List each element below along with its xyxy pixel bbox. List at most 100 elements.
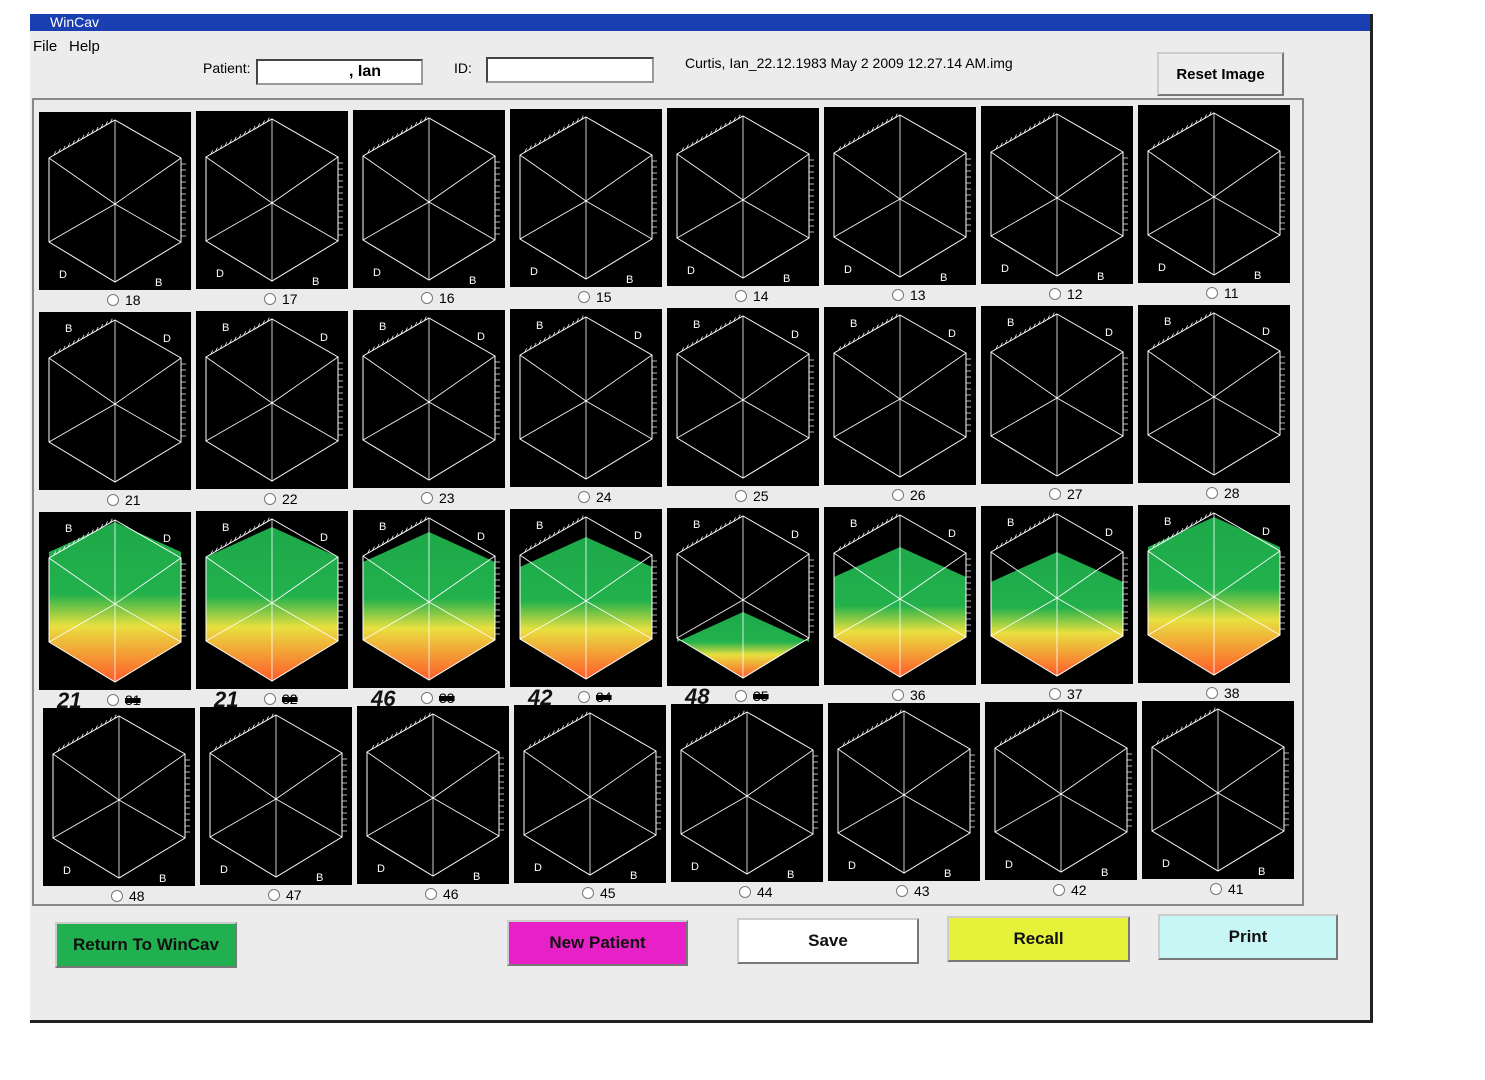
tick bbox=[1028, 326, 1032, 331]
action-button[interactable]: Recall bbox=[947, 916, 1130, 962]
cube-edge bbox=[1060, 747, 1128, 795]
cube-edge bbox=[114, 357, 182, 405]
tick bbox=[76, 736, 79, 741]
tick bbox=[533, 741, 536, 746]
tick bbox=[1028, 126, 1032, 131]
tooth-number: 12 bbox=[1049, 286, 1083, 302]
tick bbox=[542, 735, 546, 741]
tooth-radio[interactable] bbox=[1206, 487, 1218, 499]
tick bbox=[894, 513, 898, 518]
tooth-radio[interactable] bbox=[735, 290, 747, 302]
tooth-number-text: 25 bbox=[753, 488, 769, 504]
tooth-radio[interactable] bbox=[1049, 288, 1061, 300]
tooth-radio[interactable] bbox=[1049, 688, 1061, 700]
tick bbox=[409, 324, 413, 330]
tick bbox=[252, 325, 256, 331]
tick bbox=[423, 116, 427, 121]
tick bbox=[409, 124, 413, 130]
tooth-radio[interactable] bbox=[578, 291, 590, 303]
tooth-radio[interactable] bbox=[892, 489, 904, 501]
tooth-radio[interactable] bbox=[421, 692, 433, 704]
tooth-radio[interactable] bbox=[1206, 687, 1218, 699]
tooth-radio[interactable] bbox=[735, 690, 747, 702]
tick bbox=[575, 716, 579, 722]
tick bbox=[1051, 312, 1055, 317]
menu-help[interactable]: Help bbox=[69, 38, 100, 55]
corner-label: B bbox=[1007, 517, 1014, 529]
tick bbox=[109, 518, 113, 523]
tick bbox=[233, 735, 236, 740]
tick bbox=[404, 726, 408, 731]
tick bbox=[405, 527, 408, 532]
tooth-radio[interactable] bbox=[1206, 287, 1218, 299]
action-button[interactable]: Save bbox=[737, 918, 919, 964]
tooth-radio[interactable] bbox=[1049, 488, 1061, 500]
tooth-radio[interactable] bbox=[107, 694, 119, 706]
cube-edge bbox=[1213, 596, 1281, 636]
tick bbox=[876, 124, 879, 129]
tooth-radio[interactable] bbox=[264, 693, 276, 705]
corner-label: D bbox=[848, 860, 856, 872]
cube-edge bbox=[275, 752, 343, 800]
patient-input[interactable]: , Ian bbox=[256, 59, 423, 85]
tick bbox=[376, 543, 380, 549]
tooth-radio[interactable] bbox=[421, 292, 433, 304]
corner-label: B bbox=[626, 274, 633, 286]
tooth-radio[interactable] bbox=[421, 492, 433, 504]
tooth-number-text: 24 bbox=[596, 489, 612, 505]
tooth-radio[interactable] bbox=[425, 888, 437, 900]
corner-label: B bbox=[155, 277, 162, 289]
tick bbox=[400, 330, 404, 335]
tick bbox=[700, 136, 703, 141]
cube-edge bbox=[205, 356, 273, 404]
tick bbox=[248, 328, 251, 333]
tooth-radio[interactable] bbox=[735, 490, 747, 502]
corner-label: D bbox=[634, 530, 642, 542]
tick bbox=[852, 137, 856, 143]
tooth-radio[interactable] bbox=[107, 494, 119, 506]
tooth-radio[interactable] bbox=[578, 691, 590, 703]
corner-label: D bbox=[948, 528, 956, 540]
tick bbox=[999, 741, 1003, 746]
cube-edge bbox=[589, 796, 657, 836]
tick bbox=[1004, 539, 1008, 545]
tick bbox=[843, 543, 846, 548]
cube-view: DB bbox=[362, 116, 500, 287]
tooth-radio[interactable] bbox=[107, 294, 119, 306]
cube-edge bbox=[899, 398, 967, 438]
tooth-radio[interactable] bbox=[578, 491, 590, 503]
tooth-radio[interactable] bbox=[268, 889, 280, 901]
corner-label: B bbox=[783, 273, 790, 285]
tooth-radio[interactable] bbox=[264, 293, 276, 305]
tick bbox=[1037, 120, 1041, 126]
tooth-radio[interactable] bbox=[264, 493, 276, 505]
cube-view: BD bbox=[362, 516, 500, 681]
tooth-radio[interactable] bbox=[892, 289, 904, 301]
cube-edge bbox=[990, 197, 1058, 237]
reset-button[interactable]: Reset Image bbox=[1157, 52, 1284, 96]
action-button[interactable]: New Patient bbox=[507, 920, 688, 966]
tooth-radio[interactable] bbox=[111, 890, 123, 902]
tooth-radio[interactable] bbox=[739, 886, 751, 898]
tooth-radio[interactable] bbox=[582, 887, 594, 899]
cube-edge bbox=[899, 598, 967, 638]
tooth-number-text: 35 bbox=[753, 688, 769, 704]
tick bbox=[681, 147, 685, 152]
tick bbox=[576, 118, 579, 123]
corner-label: D bbox=[59, 269, 67, 281]
action-button[interactable]: Return To WinCav bbox=[55, 922, 237, 968]
menu-file[interactable]: File bbox=[33, 38, 58, 55]
tick bbox=[233, 536, 237, 541]
tick bbox=[681, 547, 685, 552]
cube-view: DB bbox=[1151, 707, 1289, 878]
tick bbox=[423, 715, 426, 720]
id-input[interactable] bbox=[486, 57, 654, 83]
cube-view: BD bbox=[362, 316, 500, 481]
tooth-radio[interactable] bbox=[892, 689, 904, 701]
tooth-radio[interactable] bbox=[896, 885, 908, 897]
tooth-radio[interactable] bbox=[1053, 884, 1065, 896]
action-button[interactable]: Print bbox=[1158, 914, 1338, 960]
tick bbox=[538, 139, 542, 145]
tooth-radio[interactable] bbox=[1210, 883, 1222, 895]
